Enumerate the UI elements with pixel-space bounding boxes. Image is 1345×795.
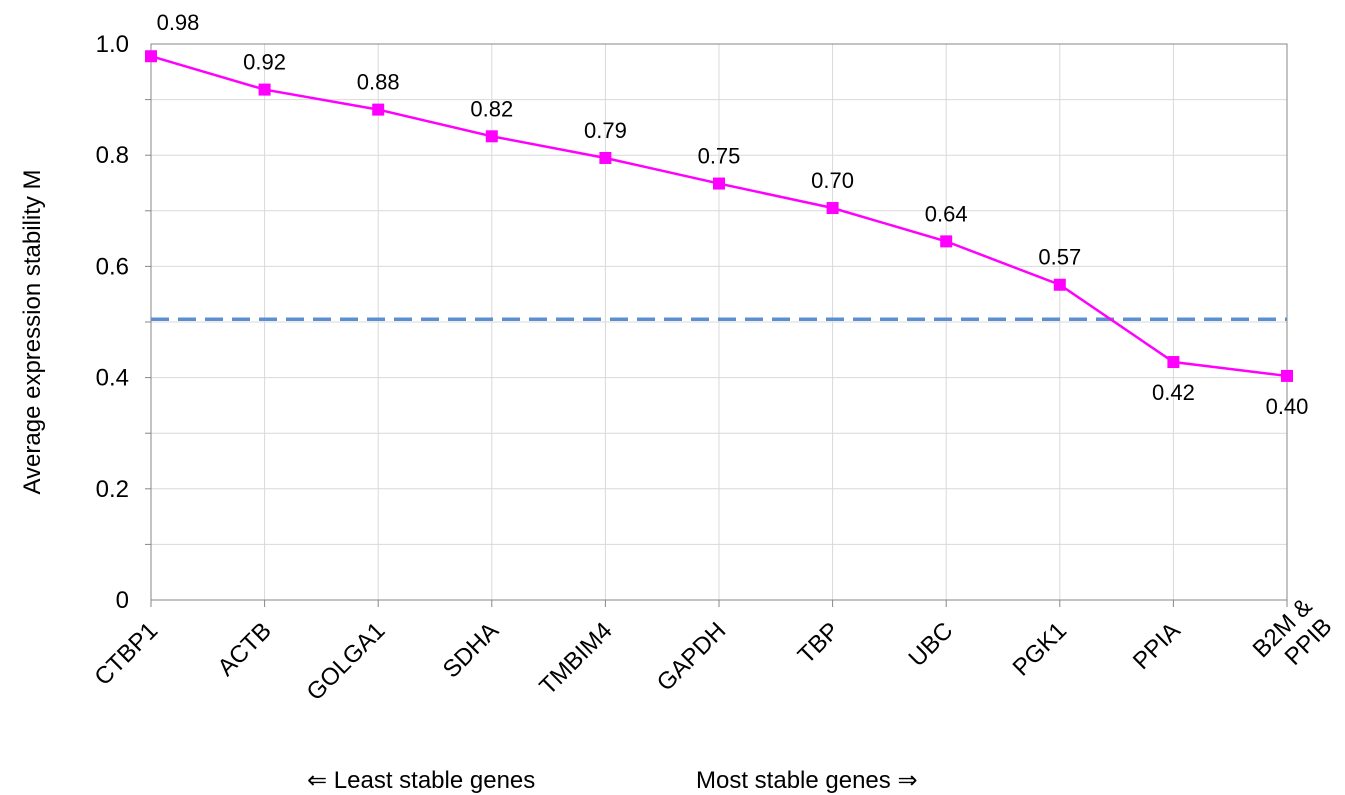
data-label: 0.40 xyxy=(1266,394,1309,419)
data-label: 0.70 xyxy=(811,168,854,193)
x-category-label: ACTB xyxy=(212,617,276,681)
data-point xyxy=(1054,279,1066,291)
x-category-label: PPIA xyxy=(1128,617,1186,675)
y-tick-label: 0.2 xyxy=(96,476,129,503)
data-label: 0.42 xyxy=(1152,380,1195,405)
data-point xyxy=(940,235,952,247)
most-stable-label: Most stable genes ⇒ xyxy=(696,767,918,794)
data-point xyxy=(827,202,839,214)
data-point xyxy=(599,152,611,164)
y-tick-label: 0.4 xyxy=(96,365,129,392)
data-label: 0.75 xyxy=(698,144,741,169)
y-tick-label: 0.8 xyxy=(96,142,129,169)
x-category-label: SDHA xyxy=(438,617,504,683)
data-point xyxy=(713,178,725,190)
data-point xyxy=(1281,370,1293,382)
data-label: 0.64 xyxy=(925,201,968,226)
x-category-label: CTBP1 xyxy=(89,617,163,691)
x-category-label: B2M &PPIB xyxy=(1248,593,1338,683)
y-tick-label: 0 xyxy=(116,587,129,614)
data-label: 0.92 xyxy=(243,50,286,75)
y-tick-label: 0.6 xyxy=(96,253,129,280)
y-axis-title: Average expression stability M xyxy=(19,169,46,494)
x-category-label: PGK1 xyxy=(1008,617,1072,681)
data-label: 0.79 xyxy=(584,118,627,143)
least-stable-label: ⇐ Least stable genes xyxy=(307,767,535,794)
data-label: 0.88 xyxy=(357,70,400,95)
x-category-label: UBC xyxy=(904,617,959,672)
data-point xyxy=(486,130,498,142)
data-label: 0.82 xyxy=(470,96,513,121)
data-label: 0.57 xyxy=(1038,245,1081,270)
data-label: 0.98 xyxy=(157,10,200,35)
x-category-label: TMBIM4 xyxy=(534,617,617,700)
y-tick-label: 1.0 xyxy=(96,31,129,58)
axes: 0 0.2 0.4 0.6 0.8 1.0 CTBP1 ACTB GOLGA1 SDHA TMBIM… xyxy=(89,31,1337,706)
x-category-label: GOLGA1 xyxy=(302,617,391,706)
x-category-label: GAPDH xyxy=(652,617,731,696)
data-point xyxy=(259,84,271,96)
data-point xyxy=(1167,356,1179,368)
data-point xyxy=(372,104,384,116)
x-category-label: TBP xyxy=(793,617,845,669)
labels-layer: 0.98 0.92 0.88 0.82 0.79 0.75 0.70 0.64 0.57 0.42… xyxy=(157,10,1309,419)
data-point xyxy=(145,50,157,62)
